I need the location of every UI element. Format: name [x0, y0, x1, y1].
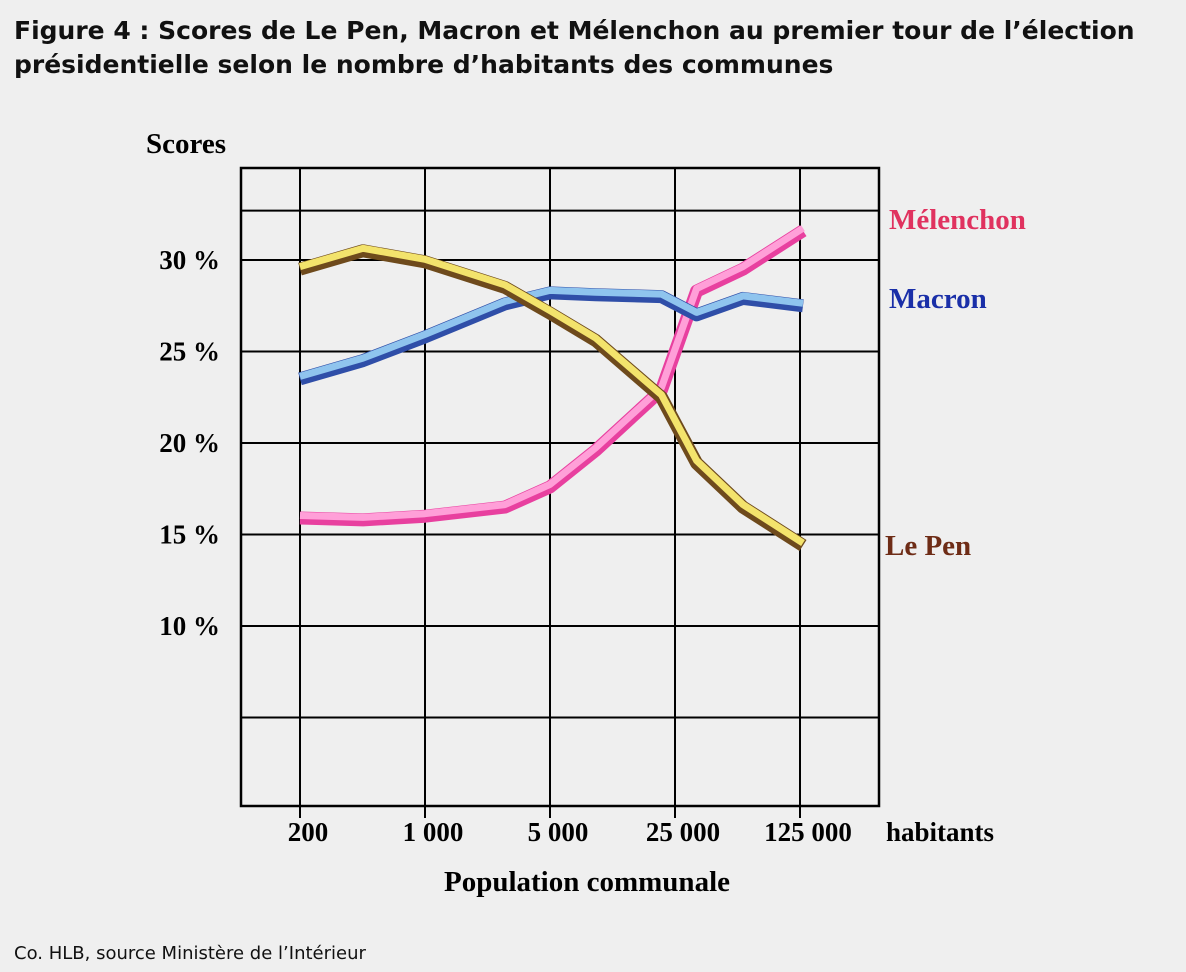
x-tick-label: 200 — [288, 817, 329, 847]
x-tick-label: 1 000 — [403, 817, 464, 847]
series-label: Le Pen — [885, 530, 971, 562]
series-line — [299, 244, 805, 546]
plot-frame — [239, 166, 881, 808]
x-tick-label: 25 000 — [646, 817, 720, 847]
y-tick-label: 10 % — [159, 611, 220, 641]
y-axis-label: Scores — [146, 128, 226, 160]
grid — [239, 166, 881, 818]
series-le-pen — [298, 244, 807, 551]
y-tick-label: 15 % — [159, 520, 220, 550]
figure-title: Figure 4 : Scores de Le Pen, Macron et M… — [14, 16, 1135, 79]
series-line — [299, 286, 804, 380]
y-tick-label: 20 % — [159, 428, 220, 458]
series-m-lenchon — [299, 225, 807, 527]
source-note: Co. HLB, source Ministère de l’Intérieur — [14, 943, 366, 964]
series-line — [299, 225, 805, 521]
text-layer: 10 % 15 % 20 % 25 % 30 % 200 1 000 5 000 25 000 1… — [146, 128, 1026, 898]
y-tick-label: 30 % — [159, 245, 220, 275]
series-line-shadow — [298, 286, 804, 386]
series-label: Mélenchon — [889, 204, 1026, 236]
series-macron — [298, 286, 804, 386]
y-tick-label: 25 % — [159, 337, 220, 367]
x-axis-label: Population communale — [444, 866, 730, 898]
x-unit-label: habitants — [886, 817, 994, 847]
series-label: Macron — [889, 283, 987, 315]
x-tick-label: 5 000 — [528, 817, 589, 847]
series-layer — [298, 225, 807, 551]
x-tick-label: 125 000 — [764, 817, 852, 847]
